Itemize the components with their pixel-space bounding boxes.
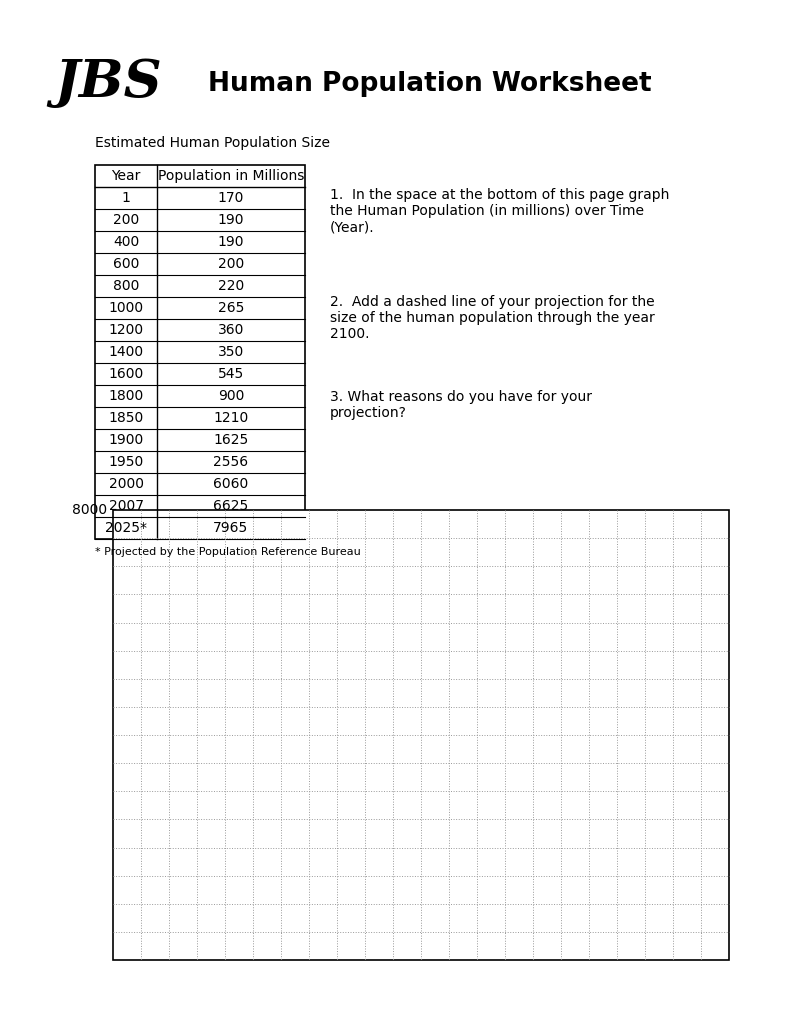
Text: 190: 190 [218,234,244,249]
Text: * Projected by the Population Reference Bureau: * Projected by the Population Reference … [95,547,361,557]
Text: 1600: 1600 [108,367,144,381]
Text: 545: 545 [218,367,244,381]
Text: JBS: JBS [54,56,162,108]
Text: 800: 800 [113,279,139,293]
Text: 900: 900 [218,389,244,403]
Bar [95,165,305,539]
Text: 170: 170 [218,191,244,205]
Text: Year: Year [112,169,141,183]
Text: 1400: 1400 [108,345,143,359]
Text: 350: 350 [218,345,244,359]
Text: Human Population Worksheet: Human Population Worksheet [208,71,652,97]
Text: 2000: 2000 [108,477,143,490]
Text: 220: 220 [218,279,244,293]
Text: 1210: 1210 [214,411,248,425]
Text: 360: 360 [218,323,244,337]
Text: 1.  In the space at the bottom of this page graph
the Human Population (in milli: 1. In the space at the bottom of this pa… [330,188,669,234]
Text: 200: 200 [113,213,139,227]
Text: 1800: 1800 [108,389,144,403]
Text: 8000: 8000 [72,503,107,517]
Text: 265: 265 [218,301,244,315]
Text: 7965: 7965 [214,521,248,535]
Text: 1000: 1000 [108,301,143,315]
Text: 6060: 6060 [214,477,248,490]
Text: 2556: 2556 [214,455,248,469]
Text: 2025*: 2025* [105,521,147,535]
Text: 1625: 1625 [214,433,248,447]
Text: 1900: 1900 [108,433,144,447]
Text: 2.  Add a dashed line of your projection for the
size of the human population th: 2. Add a dashed line of your projection … [330,295,655,341]
Text: 400: 400 [113,234,139,249]
Text: 1850: 1850 [108,411,144,425]
Text: 1200: 1200 [108,323,143,337]
Text: 200: 200 [218,257,244,271]
Text: 2007: 2007 [108,499,143,513]
Text: 3. What reasons do you have for your
projection?: 3. What reasons do you have for your pro… [330,390,592,420]
Text: 190: 190 [218,213,244,227]
Text: Population in Millions: Population in Millions [158,169,305,183]
Bar [113,510,729,961]
Text: 1950: 1950 [108,455,144,469]
Text: 1: 1 [122,191,131,205]
Text: 6625: 6625 [214,499,248,513]
Text: 600: 600 [113,257,139,271]
Text: Estimated Human Population Size: Estimated Human Population Size [95,136,330,150]
